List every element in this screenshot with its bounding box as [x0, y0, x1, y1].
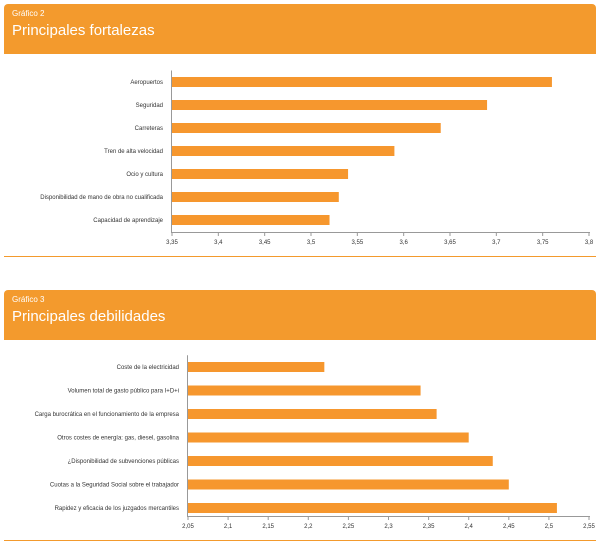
chart-header: Gráfico 3 Principales debilidades: [4, 290, 596, 340]
x-tick-label: 3,75: [537, 240, 549, 246]
category-label: Cuotas a la Seguridad Social sobre el tr…: [50, 483, 179, 489]
chart-title: Principales fortalezas: [12, 22, 155, 39]
x-tick-label: 2,4: [465, 524, 474, 530]
bar: [188, 456, 493, 466]
x-tick-label: 3,5: [307, 240, 316, 246]
category-label: Disponibilidad de mano de obra no cualif…: [40, 195, 163, 201]
category-label: Otros costes de energía: gas, diesel, ga…: [57, 436, 179, 442]
bar: [172, 146, 395, 156]
panel-divider: [4, 540, 596, 541]
x-tick-label: 2,05: [182, 524, 194, 530]
x-tick-label: 3,45: [259, 240, 271, 246]
x-tick-label: 3,4: [214, 240, 223, 246]
figure-number: Gráfico 2: [12, 9, 45, 18]
category-label: Carga burocrática en el funcionamiento d…: [35, 412, 180, 418]
x-tick-label: 2,25: [343, 524, 355, 530]
category-label: Capacidad de aprendizaje: [93, 218, 163, 224]
category-label: Carreteras: [135, 126, 163, 132]
category-label: Volumen total de gasto público para I+D+…: [68, 389, 179, 395]
figure-number: Gráfico 3: [12, 295, 45, 304]
x-tick-label: 3,6: [399, 240, 408, 246]
bar: [188, 432, 469, 443]
category-label: Coste de la electricidad: [117, 365, 179, 371]
bar: [172, 77, 552, 87]
x-tick-label: 2,15: [262, 524, 274, 530]
category-label: Tren de alta velocidad: [104, 149, 163, 155]
category-label: Aeropuertos: [130, 80, 163, 86]
bar: [188, 362, 325, 372]
bar: [172, 192, 339, 202]
chart-header: Gráfico 2 Principales fortalezas: [4, 4, 596, 54]
bar: [188, 409, 437, 419]
x-tick-label: 2,5: [545, 524, 554, 530]
category-label: Seguridad: [136, 103, 163, 109]
x-tick-label: 2,3: [384, 524, 393, 530]
chart-panel-fortalezas: Gráfico 2 Principales fortalezas: [4, 4, 596, 257]
panel-divider: [4, 256, 596, 257]
category-label: ¿Disponibilidad de subvenciones públicas: [68, 459, 179, 465]
chart-title: Principales debilidades: [12, 308, 166, 325]
bar: [188, 385, 421, 396]
x-tick-label: 3,55: [351, 240, 363, 246]
bar: [172, 215, 330, 225]
x-tick-label: 3,7: [492, 240, 501, 246]
x-tick-label: 2,1: [224, 524, 233, 530]
x-tick-label: 3,8: [585, 240, 594, 246]
x-tick-label: 2,35: [423, 524, 435, 530]
bar: [188, 503, 557, 513]
x-tick-label: 3,65: [444, 240, 456, 246]
category-label: Ocio y cultura: [126, 172, 163, 178]
x-tick-label: 2,45: [503, 524, 515, 530]
bar-chart-1: Aeropuertos Seguridad Carreteras Tren de al…: [40, 70, 594, 246]
category-label: Rapidez y eficacia de los juzgados merca…: [55, 506, 179, 512]
bar: [172, 100, 488, 110]
x-tick-label: 3,35: [166, 240, 178, 246]
x-tick-label: 2,2: [304, 524, 313, 530]
bar-chart-2: Coste de la electricidad Volumen total de…: [35, 355, 595, 530]
bar: [172, 169, 349, 179]
x-tick-label: 2,55: [583, 524, 595, 530]
bar: [188, 479, 509, 490]
bar: [172, 123, 441, 133]
